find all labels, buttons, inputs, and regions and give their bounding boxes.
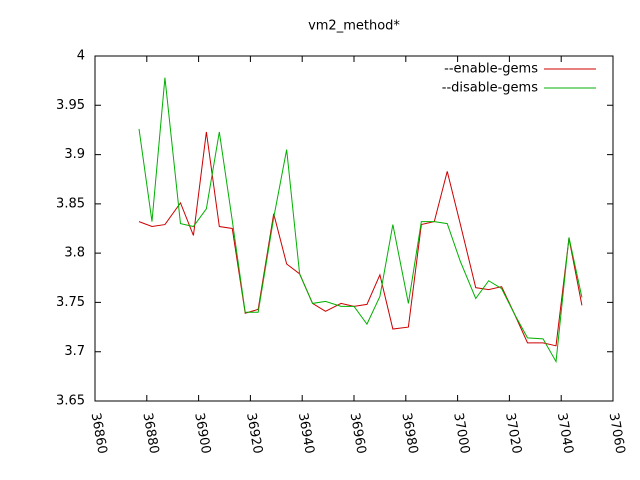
x-tick-label: 37000 [450, 412, 472, 455]
y-tick-label: 4 [77, 49, 85, 64]
y-tick-label: 3.9 [64, 147, 85, 162]
x-tick-label: 36960 [347, 412, 369, 455]
y-tick-label: 3.75 [56, 295, 85, 310]
y-tick-label: 3.95 [56, 98, 85, 113]
legend-label: --enable-gems [444, 62, 538, 77]
legend-label: --disable-gems [442, 81, 538, 96]
x-tick-label: 37040 [554, 412, 576, 455]
x-tick-label: 37060 [606, 412, 628, 455]
x-tick-label: 37020 [502, 412, 524, 455]
y-tick-label: 3.65 [56, 394, 85, 409]
y-tick-label: 3.85 [56, 196, 85, 211]
x-tick-label: 36880 [139, 412, 161, 455]
x-tick-label: 36940 [295, 412, 317, 455]
x-tick-label: 36900 [191, 412, 213, 455]
x-tick-label: 36920 [243, 412, 265, 455]
series-line [138, 77, 583, 364]
chart-title: vm2_method* [308, 19, 400, 34]
x-tick-label: 36980 [398, 412, 420, 455]
y-tick-label: 3.7 [64, 344, 85, 359]
x-tick-label: 36860 [88, 412, 110, 455]
y-tick-label: 3.8 [64, 246, 85, 261]
